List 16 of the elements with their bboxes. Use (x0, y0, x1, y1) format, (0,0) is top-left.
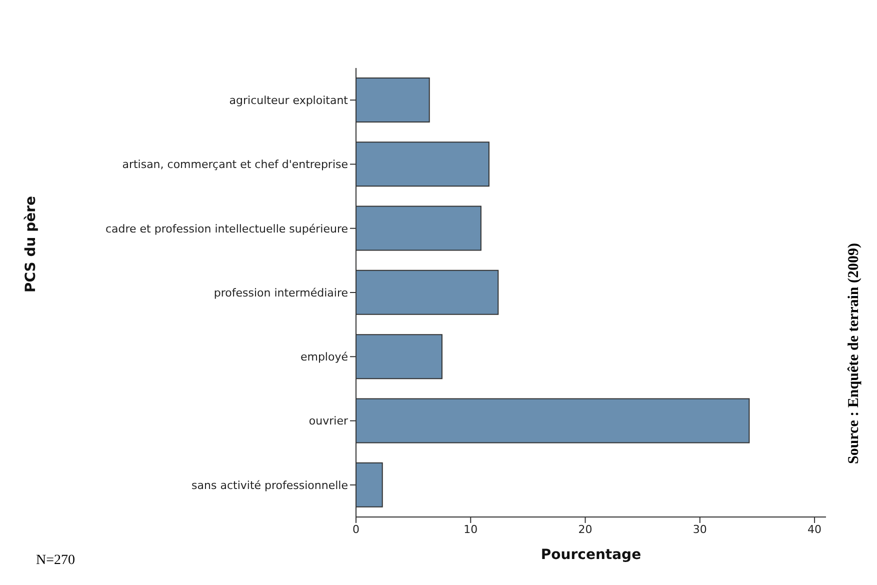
x-tick-label: 30 (692, 522, 707, 536)
y-tick-label: agriculteur exploitant (229, 94, 349, 107)
y-tick-label: cadre et profession intellectuelle supérieure (105, 222, 348, 236)
x-axis-title: Pourcentage (540, 547, 642, 563)
source-note: Source : Enquête de terrain (2009) (846, 243, 863, 464)
x-tick-label: 20 (578, 522, 592, 536)
y-tick-label: artisan, commerçant et chef d'entreprise (122, 158, 348, 172)
text: N=270 (36, 553, 76, 569)
x-tick-label: 40 (808, 522, 822, 536)
y-axis-title: PCS du père (22, 196, 39, 292)
x-tick-label: 0 (352, 522, 360, 536)
x-tick-label: 10 (464, 522, 478, 536)
y-tick-label: profession intermédiaire (214, 286, 348, 300)
y-tick-label: ouvrier (308, 414, 348, 428)
y-tick-label: sans activité professionnelle (192, 478, 348, 492)
y-tick-label: employé (300, 350, 348, 364)
